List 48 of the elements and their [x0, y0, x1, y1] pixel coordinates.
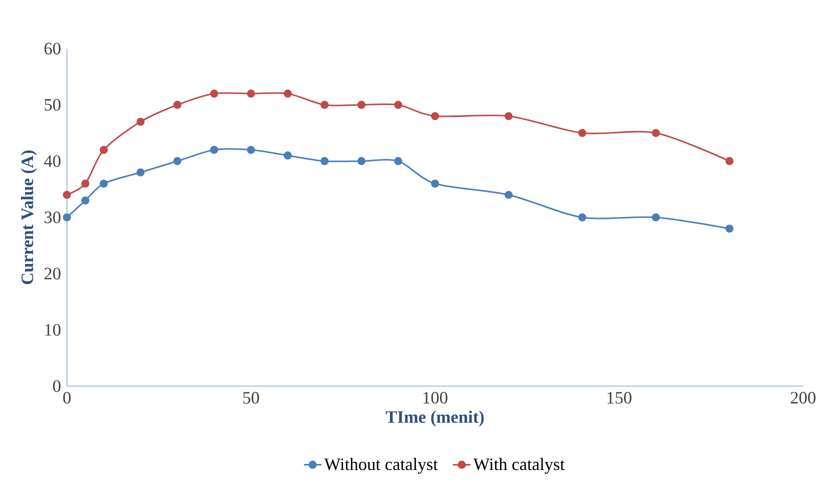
point	[81, 180, 90, 188]
point	[725, 224, 734, 233]
point	[578, 129, 586, 138]
x-tick-label: 150	[608, 392, 632, 404]
point	[81, 196, 90, 205]
y-tick-label: 10	[45, 324, 60, 336]
point	[62, 213, 71, 222]
point	[504, 190, 513, 199]
x-tick-label: 100	[423, 392, 448, 404]
point	[357, 157, 366, 166]
point	[173, 157, 182, 166]
point	[246, 146, 256, 154]
point	[136, 168, 145, 176]
point	[100, 146, 108, 154]
point	[284, 90, 292, 98]
y-axis-title: Current Value (A)	[20, 150, 37, 284]
point	[357, 100, 366, 109]
point	[652, 213, 660, 222]
legend-label: Without catalyst	[324, 458, 438, 474]
point	[210, 146, 218, 154]
point	[62, 190, 71, 199]
point	[320, 157, 329, 166]
x-tick-label: 0	[63, 392, 71, 404]
point	[210, 90, 218, 98]
point	[394, 100, 402, 109]
point	[136, 118, 145, 126]
y-tick-label: 40	[44, 155, 60, 168]
point	[100, 180, 108, 188]
point	[725, 157, 734, 166]
y-tick-label: 0	[53, 380, 60, 392]
x-axis-title: TIme (menit)	[386, 410, 484, 426]
point	[173, 100, 182, 109]
y-tick-label: 60	[44, 42, 60, 55]
point	[246, 90, 256, 98]
legend-label: With catalyst	[473, 458, 565, 474]
x-tick-label: 50	[243, 392, 260, 404]
point	[284, 151, 292, 160]
point	[504, 112, 513, 120]
point	[578, 213, 586, 222]
point	[320, 100, 329, 109]
point	[430, 180, 440, 188]
point	[652, 129, 660, 138]
y-tick-label: 30	[44, 212, 60, 224]
point	[394, 157, 402, 166]
y-tick-label: 20	[44, 268, 60, 280]
y-tick-label: 50	[44, 99, 60, 111]
x-tick-label: 200	[790, 392, 816, 404]
point	[430, 112, 440, 120]
